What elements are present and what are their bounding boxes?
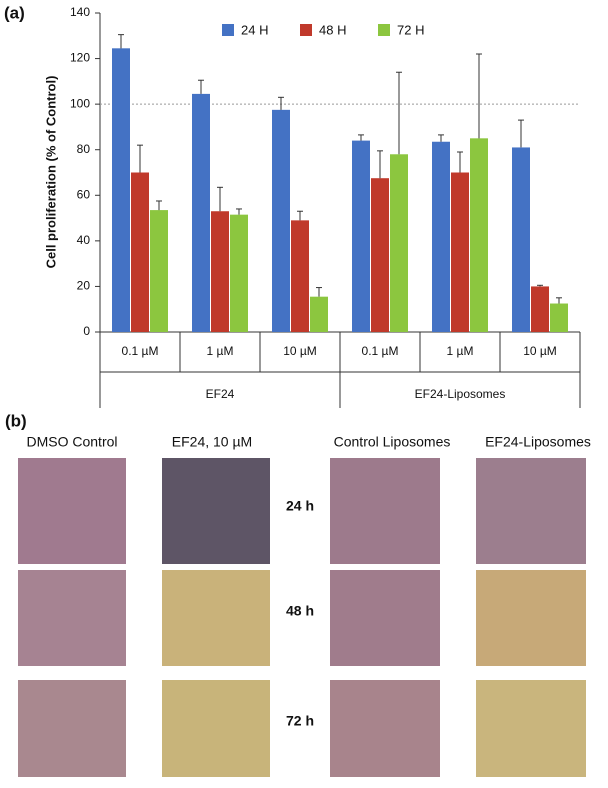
bar bbox=[352, 140, 370, 332]
bar bbox=[211, 211, 229, 332]
row-label: 24 h bbox=[286, 498, 314, 514]
bar bbox=[272, 109, 290, 332]
bar bbox=[531, 286, 549, 332]
bar bbox=[390, 154, 408, 332]
bar bbox=[550, 303, 568, 332]
bar bbox=[432, 141, 450, 332]
bar bbox=[192, 93, 210, 332]
column-header: EF24-Liposomes bbox=[485, 434, 591, 450]
x-tick-label: 10 µM bbox=[523, 344, 557, 358]
y-tick-label: 140 bbox=[70, 5, 90, 19]
micrograph bbox=[162, 458, 270, 564]
micrographs bbox=[18, 458, 586, 777]
legend-label: 24 H bbox=[241, 22, 268, 37]
error-bar bbox=[556, 297, 562, 304]
x-tick-label: 0.1 µM bbox=[122, 344, 159, 358]
error-bar bbox=[438, 134, 444, 142]
x-tick-label: 1 µM bbox=[447, 344, 474, 358]
error-bar bbox=[518, 119, 524, 148]
y-tick-label: 100 bbox=[70, 96, 90, 110]
micrograph bbox=[18, 458, 126, 564]
micrograph bbox=[162, 680, 270, 777]
column-header: Control Liposomes bbox=[334, 434, 451, 450]
legend-swatch bbox=[222, 24, 234, 36]
error-bar bbox=[537, 284, 543, 287]
error-bar bbox=[476, 53, 482, 139]
column-header: EF24, 10 µM bbox=[172, 434, 252, 450]
micrograph bbox=[18, 570, 126, 666]
error-bar bbox=[358, 134, 364, 141]
category-table bbox=[100, 332, 581, 408]
bar bbox=[371, 178, 389, 332]
bar bbox=[310, 296, 328, 332]
y-tick-label: 120 bbox=[70, 51, 90, 65]
bar bbox=[230, 214, 248, 332]
error-bar bbox=[396, 71, 402, 155]
legend-label: 72 H bbox=[397, 22, 424, 37]
micrograph bbox=[476, 570, 586, 666]
micrograph bbox=[162, 570, 270, 666]
row-label: 48 h bbox=[286, 603, 314, 619]
x-tick-label: 0.1 µM bbox=[362, 344, 399, 358]
panel-label: (a) bbox=[4, 3, 25, 22]
micrograph bbox=[330, 458, 440, 564]
bar bbox=[150, 210, 168, 332]
error-bar bbox=[156, 200, 162, 211]
error-bar bbox=[118, 34, 124, 49]
y-tick-label: 80 bbox=[77, 142, 91, 156]
y-tick-label: 0 bbox=[83, 324, 90, 338]
row-label: 72 h bbox=[286, 713, 314, 729]
bar bbox=[112, 48, 130, 332]
micrograph bbox=[476, 458, 586, 564]
group-label: EF24-Liposomes bbox=[415, 387, 506, 401]
x-tick-label: 1 µM bbox=[207, 344, 234, 358]
bar bbox=[131, 172, 149, 332]
legend-swatch bbox=[378, 24, 390, 36]
legend-label: 48 H bbox=[319, 22, 346, 37]
y-axis-label: Cell proliferation (% of Control) bbox=[43, 76, 58, 269]
error-bar bbox=[236, 208, 242, 215]
micrograph bbox=[18, 680, 126, 777]
error-bar bbox=[217, 186, 223, 212]
column-header: DMSO Control bbox=[26, 434, 117, 450]
error-bar bbox=[198, 79, 204, 94]
y-tick-label: 60 bbox=[77, 187, 91, 201]
micrograph bbox=[476, 680, 586, 777]
error-bar bbox=[457, 151, 463, 173]
y-tick-label: 20 bbox=[77, 279, 91, 293]
error-bar bbox=[297, 210, 303, 221]
group-label: EF24 bbox=[206, 387, 235, 401]
y-tick-label: 40 bbox=[77, 233, 91, 247]
bar bbox=[512, 147, 530, 332]
error-bar bbox=[137, 144, 143, 173]
error-bar bbox=[377, 150, 383, 179]
micrograph bbox=[330, 680, 440, 777]
panel-label: (b) bbox=[5, 411, 27, 430]
error-bar bbox=[316, 287, 322, 297]
bar bbox=[451, 172, 469, 332]
x-tick-label: 10 µM bbox=[283, 344, 317, 358]
error-bar bbox=[278, 96, 284, 110]
bar bbox=[291, 220, 309, 332]
legend-swatch bbox=[300, 24, 312, 36]
micrograph bbox=[330, 570, 440, 666]
bar bbox=[470, 138, 488, 332]
